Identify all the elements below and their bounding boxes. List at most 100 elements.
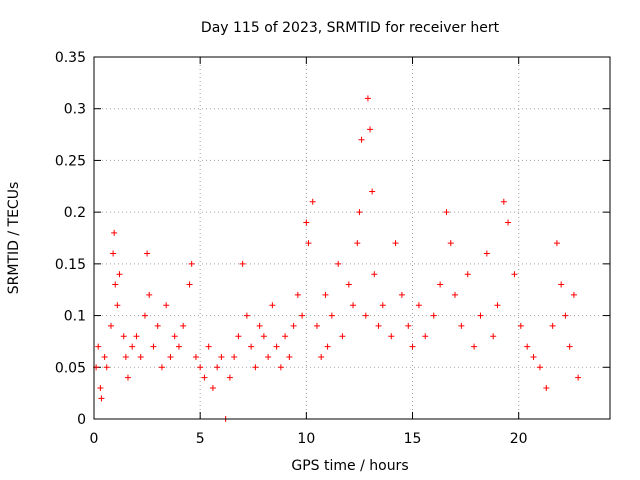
data-point — [437, 281, 444, 288]
data-point — [290, 322, 297, 329]
grid — [94, 57, 610, 419]
data-point — [369, 188, 376, 195]
data-point — [494, 302, 501, 309]
data-point — [303, 219, 310, 226]
data-point — [388, 333, 395, 340]
y-axis-label: SRMTID / TECUs — [6, 182, 22, 295]
data-point — [260, 333, 267, 340]
data-point — [328, 312, 335, 319]
data-point — [371, 271, 378, 278]
data-point — [379, 302, 386, 309]
data-point — [350, 302, 357, 309]
data-point — [464, 271, 471, 278]
data-point — [214, 364, 221, 371]
data-point — [116, 271, 123, 278]
data-point — [477, 312, 484, 319]
data-point — [356, 209, 363, 216]
data-point — [231, 353, 238, 360]
x-axis-label: GPS time / hours — [291, 458, 408, 474]
data-point — [409, 343, 416, 350]
data-point — [362, 312, 369, 319]
y-tick-label: 0.15 — [55, 257, 86, 273]
data-point — [175, 343, 182, 350]
data-point — [146, 291, 153, 298]
data-point — [97, 384, 104, 391]
data-point — [186, 281, 193, 288]
y-tick-label: 0.1 — [64, 309, 86, 325]
data-point — [180, 322, 187, 329]
data-point — [517, 322, 524, 329]
data-point — [299, 312, 306, 319]
data-point — [239, 260, 246, 267]
data-point — [422, 333, 429, 340]
data-point — [313, 322, 320, 329]
data-point — [133, 333, 140, 340]
data-point — [248, 343, 255, 350]
data-point — [367, 126, 374, 133]
data-point — [252, 364, 259, 371]
data-point — [405, 322, 412, 329]
data-point — [197, 364, 204, 371]
data-point — [570, 291, 577, 298]
x-tick-label: 15 — [404, 431, 422, 447]
data-point — [286, 353, 293, 360]
data-point — [443, 209, 450, 216]
data-point — [235, 333, 242, 340]
data-point — [277, 364, 284, 371]
data-point — [471, 343, 478, 350]
data-point — [114, 302, 121, 309]
data-point — [322, 291, 329, 298]
x-tick-label: 0 — [90, 431, 99, 447]
y-tick-label: 0.35 — [55, 50, 86, 66]
plot-frame — [93, 56, 611, 420]
data-point — [95, 343, 102, 350]
data-point — [144, 250, 151, 257]
y-tick-label: 0.3 — [64, 102, 86, 118]
data-point — [158, 364, 165, 371]
data-point — [201, 374, 208, 381]
data-point — [536, 364, 543, 371]
data-point — [282, 333, 289, 340]
data-point — [226, 374, 233, 381]
data-point — [318, 353, 325, 360]
data-point — [256, 322, 263, 329]
data-point — [354, 240, 361, 247]
data-point — [218, 353, 225, 360]
data-point — [243, 312, 250, 319]
data-point — [120, 333, 127, 340]
data-point — [265, 353, 272, 360]
data-point — [167, 353, 174, 360]
data-point — [154, 322, 161, 329]
data-points — [93, 95, 582, 422]
data-point — [483, 250, 490, 257]
data-point — [141, 312, 148, 319]
data-point — [294, 291, 301, 298]
data-point — [430, 312, 437, 319]
data-point — [98, 395, 105, 402]
x-tick-label: 20 — [510, 431, 528, 447]
ticks: 0 0.05 0.1 0.15 0.2 0.25 0.3 0.35 0 5 10 15 20 — [55, 50, 610, 447]
data-point — [543, 384, 550, 391]
data-point — [451, 291, 458, 298]
y-tick-label: 0.2 — [64, 205, 86, 221]
data-point — [124, 374, 131, 381]
data-point — [339, 333, 346, 340]
y-tick-label: 0 — [77, 412, 86, 428]
data-point — [447, 240, 454, 247]
data-point — [112, 281, 119, 288]
data-point — [192, 353, 199, 360]
data-point — [122, 353, 129, 360]
data-point — [129, 343, 136, 350]
data-point — [103, 364, 110, 371]
data-point — [375, 322, 382, 329]
data-point — [392, 240, 399, 247]
data-point — [490, 333, 497, 340]
data-point — [358, 136, 365, 143]
data-point — [345, 281, 352, 288]
data-point — [111, 229, 118, 236]
data-point — [549, 322, 556, 329]
data-point — [398, 291, 405, 298]
data-point — [171, 333, 178, 340]
data-point — [137, 353, 144, 360]
